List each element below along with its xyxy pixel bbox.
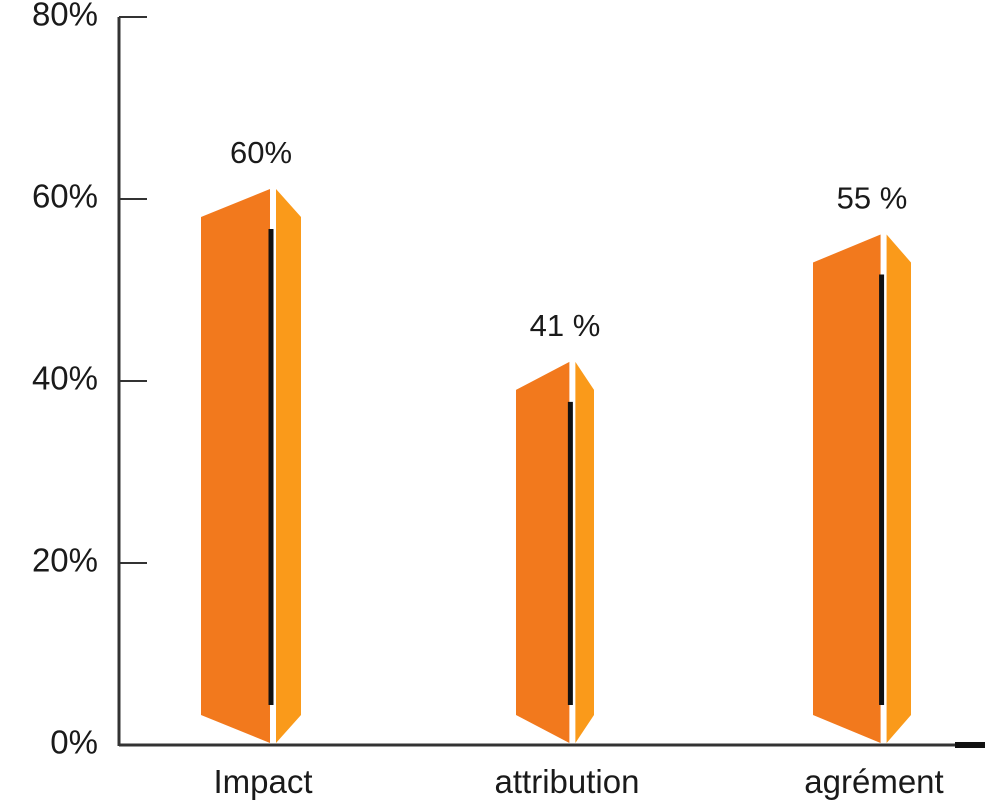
category-label: attribution	[495, 763, 640, 800]
bar	[201, 189, 301, 743]
data-labels: 60% 41 % 55 %	[230, 135, 907, 343]
bar	[516, 361, 594, 743]
y-tick-label: 0%	[50, 724, 98, 761]
bar-front-face	[516, 361, 570, 743]
y-tick-label: 20%	[32, 542, 98, 579]
category-labels: Impact attribution agrément	[213, 763, 943, 800]
data-label: 41 %	[530, 308, 601, 343]
bar-front-face	[813, 234, 881, 743]
bar-front-face	[201, 189, 270, 743]
bar-side-face	[575, 361, 594, 743]
data-label: 55 %	[837, 181, 908, 216]
bars	[201, 189, 911, 743]
bar	[813, 234, 911, 743]
category-label: agrément	[804, 763, 943, 800]
category-label: Impact	[213, 763, 312, 800]
data-label: 60%	[230, 135, 292, 170]
bar-side-face	[886, 234, 911, 743]
y-tick-label: 40%	[32, 360, 98, 397]
bar-side-face	[276, 189, 301, 743]
y-tick-label: 60%	[32, 178, 98, 215]
y-tick-label: 80%	[32, 0, 98, 33]
y-ticks: 0% 20% 40% 60% 80%	[32, 0, 147, 761]
